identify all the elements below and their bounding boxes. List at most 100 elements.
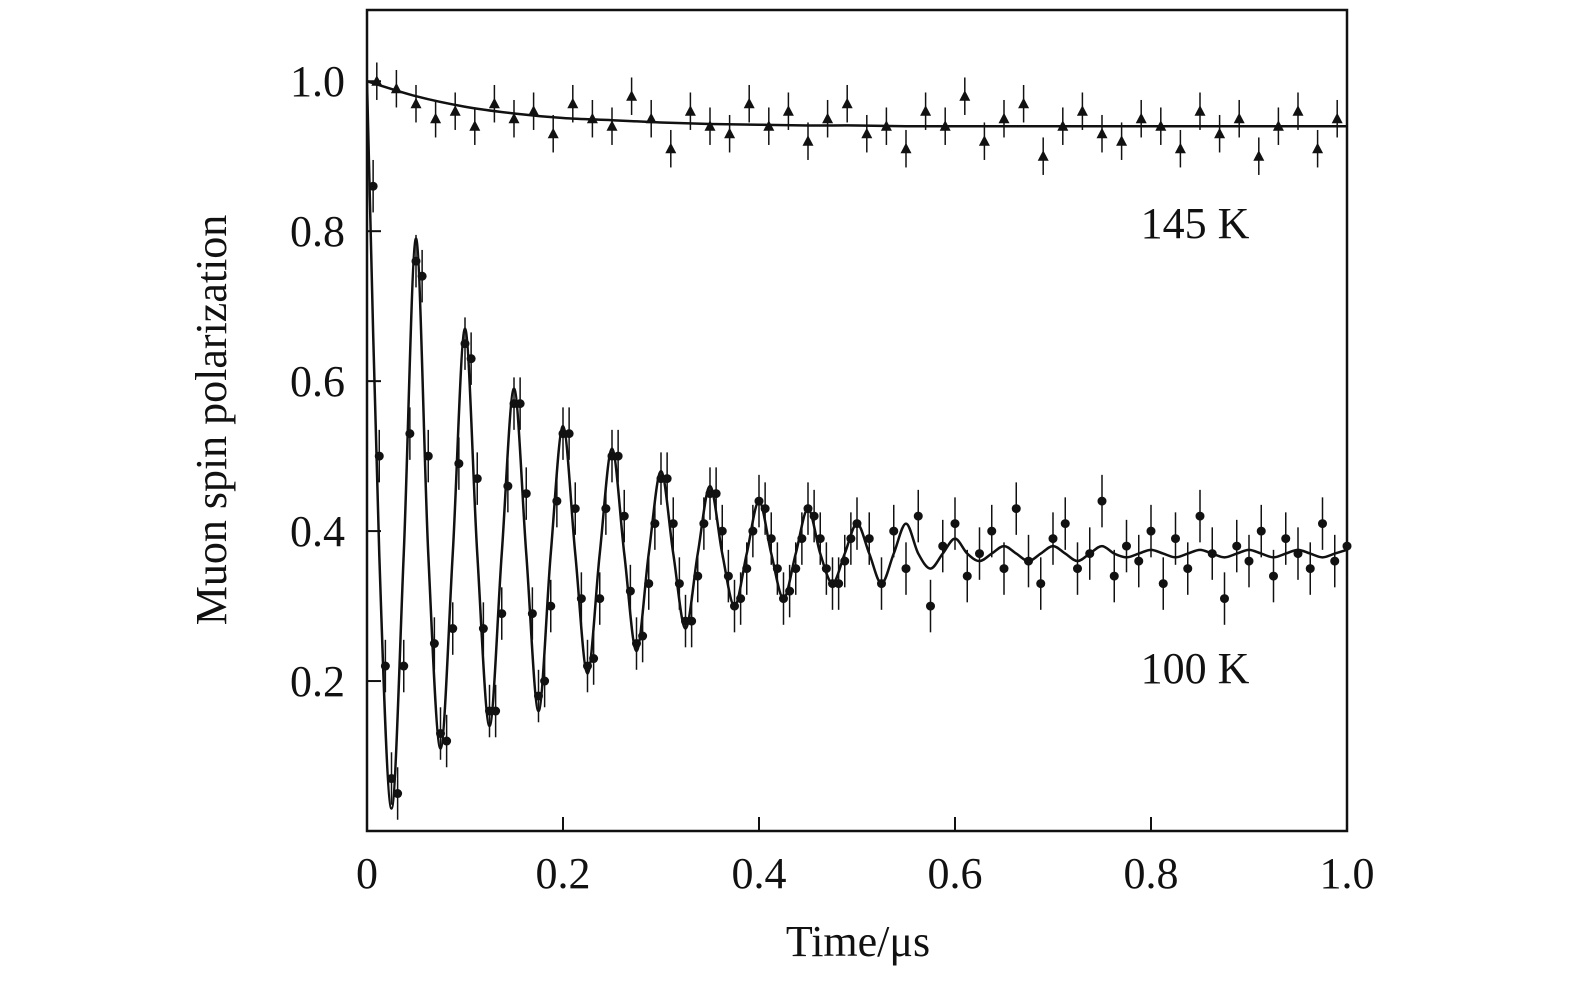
data-point	[586, 112, 598, 124]
data-point	[448, 624, 458, 634]
data-point	[399, 661, 409, 671]
data-point	[1060, 519, 1070, 529]
data-point	[978, 135, 990, 146]
data-point	[975, 549, 984, 559]
data-point	[410, 97, 422, 109]
data-point	[1342, 541, 1352, 551]
data-point	[743, 97, 755, 109]
data-point	[998, 112, 1010, 124]
y-tick-label: 0.2	[290, 657, 345, 706]
data-point	[1232, 541, 1242, 551]
data-point	[368, 181, 378, 191]
data-point	[999, 564, 1009, 574]
data-point	[861, 127, 873, 139]
data-point	[1097, 496, 1107, 506]
data-point	[521, 489, 531, 499]
data-point	[889, 526, 899, 536]
data-point	[449, 105, 461, 116]
series-label: 100 K	[1141, 644, 1250, 693]
x-tick-label: 0.6	[928, 849, 983, 898]
data-point	[959, 90, 971, 101]
data-point	[950, 519, 960, 529]
data-point	[1220, 594, 1229, 604]
data-point	[1183, 564, 1193, 574]
y-tick-label: 1.0	[290, 57, 345, 106]
data-point	[1174, 142, 1186, 154]
data-point	[393, 789, 403, 799]
data-point	[901, 564, 911, 574]
data-point	[1146, 526, 1156, 536]
data-point	[920, 105, 932, 116]
data-point	[1158, 579, 1168, 589]
data-point	[1253, 150, 1265, 161]
data-point	[1122, 541, 1131, 551]
data-point	[1330, 556, 1340, 566]
x-tick-label: 0.8	[1124, 849, 1179, 898]
data-point	[665, 142, 677, 154]
data-point	[1331, 112, 1343, 124]
data-point	[1076, 105, 1088, 116]
x-axis-label: Time/μs	[786, 917, 930, 966]
data-point	[1048, 534, 1058, 544]
data-point	[1096, 127, 1108, 139]
data-point	[704, 120, 716, 131]
data-point	[1073, 564, 1082, 574]
data-point	[1292, 105, 1304, 116]
data-point	[442, 736, 452, 746]
fit-line	[367, 81, 1347, 810]
y-axis-label: Muon spin polarization	[187, 215, 236, 626]
data-point	[802, 135, 814, 146]
data-point	[469, 120, 481, 131]
data-point	[645, 112, 657, 124]
data-point	[547, 127, 559, 139]
data-point	[1037, 150, 1049, 161]
data-point	[1281, 534, 1291, 544]
data-point	[987, 526, 997, 536]
data-point	[1214, 127, 1226, 139]
data-point	[822, 112, 834, 124]
y-tick-label: 0.6	[290, 357, 345, 406]
x-tick-label: 0.2	[536, 849, 591, 898]
data-point	[1036, 579, 1046, 589]
data-point	[488, 97, 500, 109]
data-point	[595, 594, 605, 604]
data-point	[1318, 519, 1327, 529]
data-point	[1312, 142, 1324, 154]
data-point	[1195, 511, 1205, 521]
plot-frame	[365, 8, 1349, 833]
data-point	[962, 571, 972, 581]
data-point	[926, 601, 935, 611]
data-point	[724, 127, 736, 139]
data-point	[567, 97, 579, 109]
data-point	[1194, 105, 1206, 116]
data-point	[1269, 571, 1278, 581]
data-point	[1171, 534, 1180, 544]
data-point	[564, 429, 574, 439]
data-point	[1244, 556, 1254, 566]
data-point	[528, 105, 540, 116]
x-tick-label: 0.4	[732, 849, 787, 898]
data-point	[1256, 526, 1266, 536]
data-point	[606, 120, 618, 131]
data-point	[508, 112, 520, 124]
data-point	[782, 105, 794, 116]
data-point	[1011, 504, 1021, 514]
data-point	[1018, 97, 1030, 109]
data-point	[430, 112, 442, 124]
series-label: 145 K	[1141, 199, 1250, 248]
y-tick-label: 0.4	[290, 507, 345, 556]
data-point	[1135, 112, 1147, 124]
data-point	[1109, 571, 1119, 581]
data-point	[684, 105, 696, 116]
x-tick-label: 0	[356, 849, 378, 898]
data-point	[841, 97, 853, 109]
y-tick-label: 0.8	[290, 207, 345, 256]
fit-line	[367, 80, 1347, 128]
data-point	[1116, 135, 1128, 146]
data-point	[864, 534, 874, 544]
data-point	[1233, 112, 1245, 124]
data-point	[900, 142, 912, 154]
data-point	[1305, 564, 1315, 574]
data-point	[913, 511, 923, 521]
